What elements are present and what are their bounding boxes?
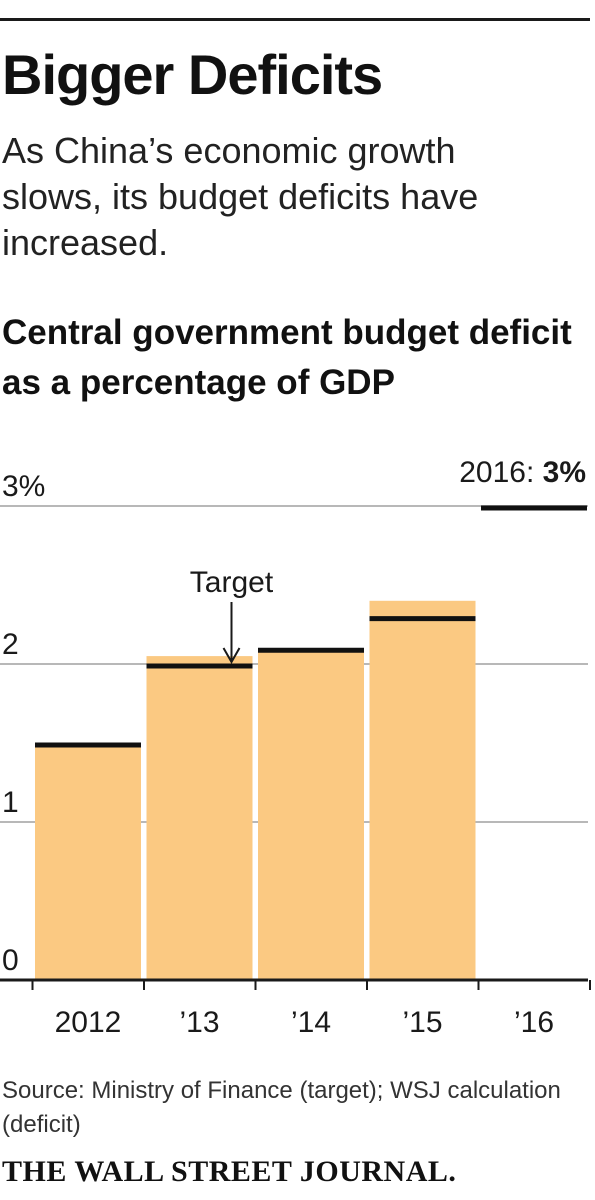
callout-2016: 2016: 3% — [459, 456, 586, 489]
x-tick-label: ’13 — [179, 1006, 219, 1039]
bar-2 — [258, 648, 364, 980]
bar-chart: 0 1 2 3% 2012 ’13 ’14 ’15 ’16 Target 2016: 3% — [0, 456, 591, 1039]
target-arrow-head — [222, 647, 241, 665]
bars — [35, 600, 476, 980]
chart-title: Central government budget deficit as a p… — [2, 313, 572, 402]
x-tick-label: ’15 — [402, 1006, 442, 1039]
x-tick-labels: 2012 ’13 ’14 ’15 ’16 — [55, 1006, 554, 1039]
top-rule — [0, 18, 590, 21]
target-label: Target — [190, 566, 274, 599]
x-tick-label: ’14 — [291, 1006, 331, 1039]
callout-year: 2016: — [459, 456, 542, 489]
bar-0 — [35, 743, 141, 980]
bar-1 — [146, 656, 253, 980]
headline: Bigger Deficits — [2, 43, 383, 106]
bar-3 — [369, 600, 476, 980]
y-tick-label: 0 — [2, 944, 19, 977]
y-tick-labels: 0 1 2 3% — [2, 470, 45, 977]
x-tick-label: 2012 — [55, 1006, 122, 1039]
publisher-logo: THE WALL STREET JOURNAL. — [2, 1155, 457, 1188]
callout-value: 3% — [543, 456, 586, 489]
annotations: Target 2016: 3% — [190, 456, 586, 665]
y-tick-label: 1 — [2, 786, 19, 819]
y-tick-label: 3% — [2, 470, 45, 503]
x-axis — [0, 978, 591, 990]
dek: As China’s economic growth slows, its bu… — [2, 130, 479, 263]
source-note: Source: Ministry of Finance (target); WS… — [2, 1077, 561, 1138]
target-markers — [35, 505, 587, 748]
x-tick-label: ’16 — [514, 1006, 554, 1039]
y-tick-label: 2 — [2, 628, 19, 661]
